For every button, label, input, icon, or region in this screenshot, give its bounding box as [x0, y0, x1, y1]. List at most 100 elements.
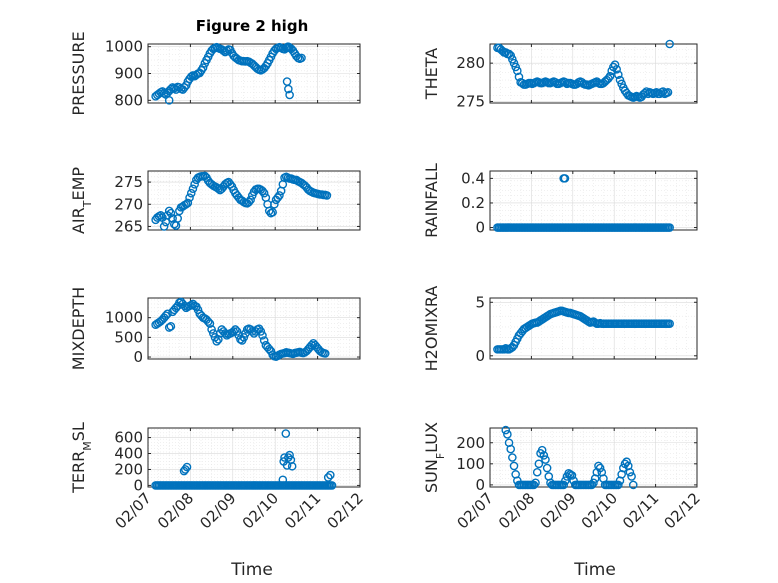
data-point-marker [307, 340, 316, 350]
data-point-marker [214, 335, 223, 344]
data-point-marker [665, 223, 674, 232]
y-tick-label: 800 [114, 91, 143, 109]
data-point-marker [513, 66, 522, 76]
subplot-pressure: 800 900 1000 PRESSURE [69, 31, 361, 116]
data-point-marker [509, 461, 519, 471]
data-point-marker [567, 471, 577, 480]
data-point-marker [534, 459, 544, 469]
y-tick-label: 265 [114, 217, 143, 235]
data-point-marker [203, 317, 213, 326]
data-point-marker [205, 319, 215, 328]
subplot-h2omixra: 0 5 H2OMIXRA [422, 286, 698, 372]
y-tick-label: 0.4 [461, 169, 485, 187]
data-point-marker [186, 300, 196, 310]
data-point-marker [614, 70, 623, 79]
data-point-marker [285, 90, 294, 100]
data-point-marker [163, 309, 172, 319]
y-tick-label: 275 [114, 173, 143, 191]
data-point-marker [198, 63, 208, 72]
data-point-marker [320, 349, 330, 358]
data-point-marker [508, 453, 517, 462]
y-tick-label: 500 [114, 328, 143, 346]
data-point-marker [612, 64, 621, 74]
data-point-marker [186, 72, 196, 82]
data-point-marker [159, 89, 169, 98]
data-point-marker [270, 199, 279, 209]
y-tick-label: 1000 [105, 309, 143, 327]
data-point-marker [164, 96, 174, 105]
data-point-marker [161, 311, 171, 321]
y-tick-label: 0 [475, 476, 485, 494]
y-axis-label: THETA [422, 48, 441, 100]
data-point-marker [166, 322, 176, 331]
data-point-marker [529, 480, 539, 490]
data-point-marker [258, 186, 267, 196]
y-tick-label: 900 [114, 65, 143, 83]
y-tick-label: 275 [456, 92, 485, 110]
data-point-marker [168, 214, 177, 223]
data-point-marker [665, 39, 674, 49]
data-point-marker [212, 336, 221, 346]
data-point-marker [232, 327, 242, 336]
subplot-rainfall: 0 0.2 0.4 RAINFALL [422, 163, 698, 238]
subplot-theta: 275 280 THETA [422, 39, 698, 110]
data-point-marker [506, 444, 516, 454]
data-point-marker [278, 475, 288, 485]
data-point-marker [589, 478, 598, 488]
subplot-airtemp: 265 270 275 AIRTEMP [69, 167, 361, 235]
data-point-marker [164, 206, 174, 216]
y-axis-label: AIRTEMP [69, 167, 94, 234]
data-point-marker [297, 53, 306, 63]
data-point-marker [183, 198, 193, 208]
data-point-marker [322, 191, 332, 200]
y-tick-label: 0 [133, 476, 143, 494]
data-point-marker [285, 450, 294, 460]
y-axis-label: H2OMIXRA [422, 286, 441, 372]
y-tick-label: 0 [475, 219, 485, 237]
data-point-marker [273, 193, 283, 202]
axes-box [147, 297, 361, 360]
y-axis-label: RAINFALL [422, 163, 441, 238]
data-point-marker [259, 188, 269, 198]
y-tick-label: 0.2 [461, 194, 485, 212]
data-point-marker [327, 481, 337, 490]
data-point-marker [275, 191, 284, 200]
y-tick-label: 0 [475, 347, 485, 365]
data-point-marker [537, 445, 547, 455]
data-point-marker [665, 319, 674, 328]
data-point-marker [541, 455, 550, 464]
y-tick-label: 270 [114, 195, 143, 213]
data-point-marker [182, 462, 192, 472]
data-point-marker [323, 473, 333, 482]
data-point-marker [627, 472, 636, 481]
data-point-marker [532, 467, 542, 477]
y-axis-label: SUNFLUX [422, 422, 447, 493]
axes-box [489, 297, 698, 360]
data-point-marker [190, 180, 199, 189]
data-point-marker [244, 197, 254, 207]
data-point-marker [181, 465, 190, 474]
data-point-marker [539, 451, 549, 460]
y-tick-label: 600 [114, 429, 143, 447]
data-point-marker [164, 323, 174, 332]
data-point-marker [501, 425, 511, 435]
data-point-marker [188, 184, 198, 194]
data-point-marker [663, 87, 673, 97]
data-point-marker [531, 478, 540, 488]
data-point-marker [239, 333, 249, 342]
data-point-marker [222, 46, 232, 56]
data-point-marker [214, 184, 223, 194]
data-point-marker [166, 208, 176, 218]
y-axis-label: TERRMSL [69, 422, 94, 494]
y-tick-label: 200 [114, 460, 143, 478]
data-point-marker [559, 480, 568, 490]
data-point-marker [284, 84, 293, 94]
data-point-marker [258, 331, 267, 340]
y-tick-label: 0 [133, 348, 143, 366]
data-point-marker [281, 429, 291, 438]
data-point-marker [595, 463, 605, 473]
y-tick-label: 400 [114, 445, 143, 463]
y-tick-label: 5 [475, 293, 485, 311]
